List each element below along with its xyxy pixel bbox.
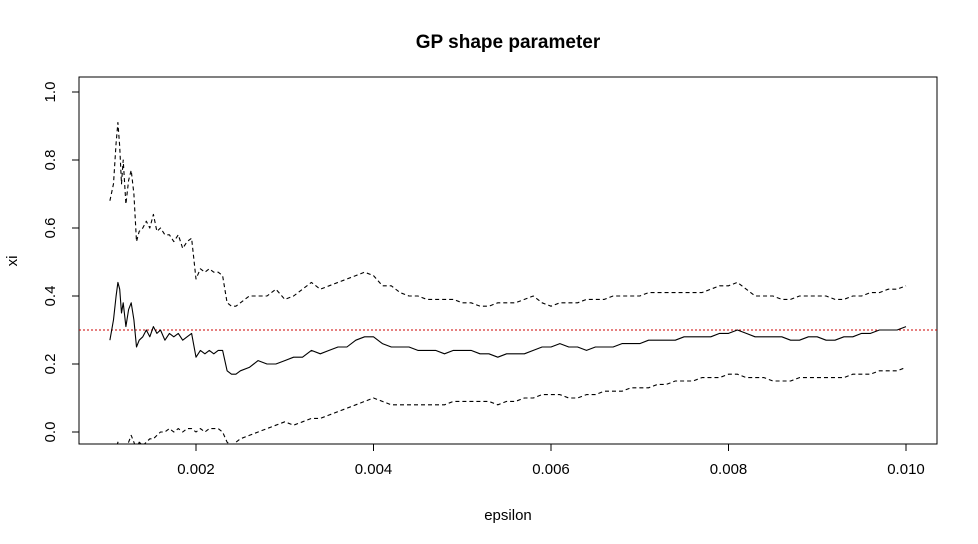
y-tick-label: 1.0 — [42, 82, 59, 103]
upper-bound-line — [109, 122, 907, 307]
y-tick-label: 0.8 — [42, 150, 59, 171]
x-axis-label: epsilon — [484, 507, 532, 524]
y-tick-label: 0.2 — [42, 354, 59, 375]
y-tick-label: 0.6 — [42, 218, 59, 239]
y-tick-label: 0.4 — [42, 286, 59, 307]
y-axis-label: xi — [4, 256, 21, 267]
plot-area — [79, 122, 937, 444]
plot-frame — [78, 76, 938, 445]
lower-bound-line — [116, 366, 907, 444]
x-tick-label: 0.010 — [887, 461, 925, 478]
x-tick-label: 0.008 — [710, 461, 748, 478]
estimate-line — [109, 281, 907, 375]
chart-title: GP shape parameter — [416, 32, 601, 53]
x-axis: 0.002 0.004 0.006 0.008 0.010 — [177, 443, 925, 478]
y-tick-label: 0.0 — [42, 422, 59, 443]
x-tick-label: 0.002 — [177, 461, 215, 478]
x-tick-label: 0.004 — [355, 461, 393, 478]
x-tick-label: 0.006 — [532, 461, 570, 478]
y-axis: 0.0 0.2 0.4 0.6 0.8 1.0 — [42, 82, 80, 443]
